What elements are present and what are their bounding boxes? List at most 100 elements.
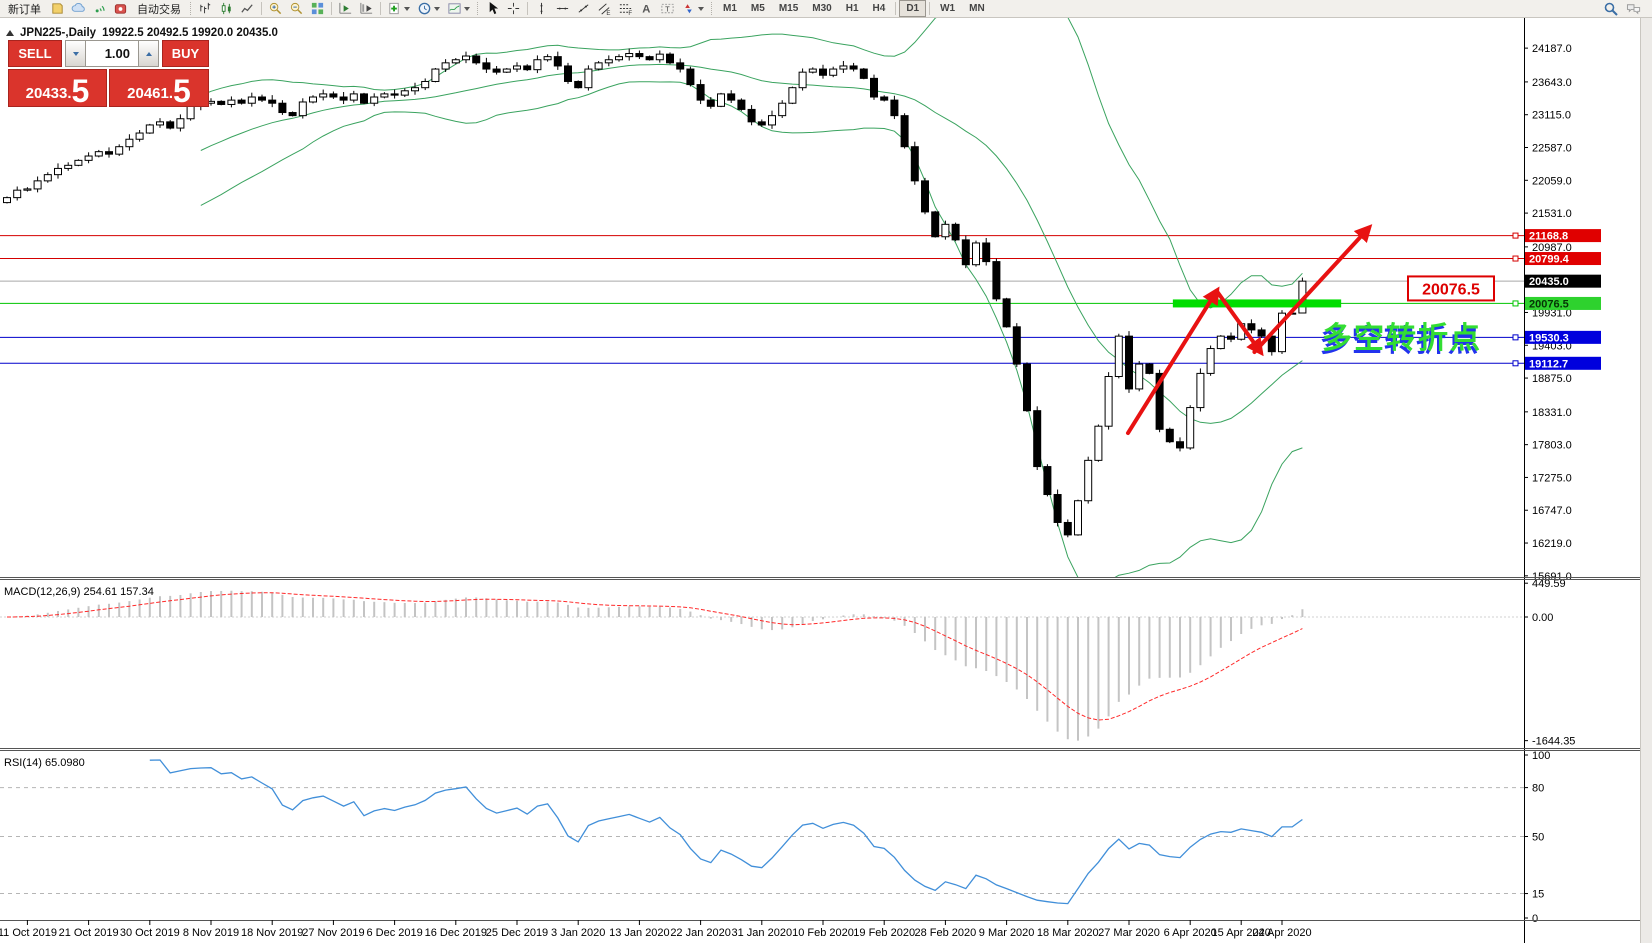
toolbar-drag-handle[interactable] (711, 2, 713, 15)
date-label: 11 Oct 2019 (0, 927, 57, 939)
search-icon[interactable] (1600, 0, 1622, 17)
timeframe-mn[interactable]: MN (969, 3, 985, 14)
new-order-label: 新订单 (8, 3, 41, 16)
candlestick-chart-icon[interactable] (216, 0, 237, 17)
trendline-icon[interactable] (573, 0, 594, 17)
zoom-out-icon[interactable] (286, 0, 307, 17)
timeframe-m15[interactable]: M15 (778, 3, 799, 14)
date-label: 21 Oct 2019 (59, 927, 119, 939)
date-label: 9 Mar 2020 (979, 927, 1035, 939)
svg-text:19931.0: 19931.0 (1532, 307, 1572, 319)
crosshair-icon[interactable] (503, 0, 524, 17)
autotrading-button[interactable]: 自动交易 (131, 0, 187, 17)
buy-price-main: 20461 (127, 85, 169, 102)
timeframes-clock-icon[interactable] (414, 0, 444, 17)
buy-price[interactable]: 20461. 5 (109, 69, 209, 107)
text-icon[interactable]: A (636, 0, 657, 17)
sell-price-dot: . (67, 85, 72, 102)
svg-text:0: 0 (1532, 913, 1538, 925)
chart-shift-icon[interactable] (356, 0, 377, 17)
date-label: 16 Dec 2019 (425, 927, 487, 939)
signals-icon[interactable] (89, 0, 110, 17)
svg-text:0.00: 0.00 (1532, 612, 1553, 624)
toolbar-drag-handle[interactable] (190, 2, 192, 15)
horizontal-line-icon[interactable] (552, 0, 573, 17)
date-label: 22 Jan 2020 (670, 927, 731, 939)
chevron-up-icon (145, 49, 152, 56)
one-click-panel-toggle-icon[interactable] (6, 30, 14, 36)
autotrading-icon[interactable] (110, 0, 131, 17)
date-label: 6 Apr 2020 (1164, 927, 1217, 939)
svg-text:16219.0: 16219.0 (1532, 538, 1572, 550)
price-box-annotation[interactable]: 20076.5 (1407, 275, 1495, 302)
date-label: 18 Mar 2020 (1037, 927, 1099, 939)
price-tag-label: 20076.5 (1529, 298, 1569, 310)
svg-text:80: 80 (1532, 783, 1544, 795)
volume-input[interactable]: 1.00 (86, 40, 138, 67)
charts-icon[interactable] (47, 0, 68, 17)
volume-decrease-button[interactable] (65, 40, 86, 67)
zoom-in-icon[interactable] (265, 0, 286, 17)
toolbar-drag-handle[interactable] (477, 2, 479, 15)
sell-price[interactable]: 20433. 5 (8, 69, 107, 107)
timeframe-m5[interactable]: M5 (750, 3, 765, 14)
chart-workspace: 多空转折点 多空转折点 20076.5 24187.0 23643.0 23115.0 22… (0, 18, 1652, 943)
bar-chart-icon[interactable] (195, 0, 216, 17)
date-label: 10 Feb 2020 (792, 927, 854, 939)
cursor-icon[interactable] (482, 0, 503, 17)
timeframe-w1[interactable]: W1 (940, 3, 956, 14)
buy-button[interactable]: BUY (162, 40, 209, 67)
timeframe-m30[interactable]: M30 (812, 3, 832, 14)
price-tag (1525, 252, 1601, 266)
volume-stepper: 1.00 (65, 40, 159, 67)
price-tag-label: 19112.7 (1529, 358, 1568, 370)
line-chart-icon[interactable] (237, 0, 258, 17)
highlight-bar[interactable] (1172, 299, 1342, 308)
equidistant-channel-icon[interactable]: E (594, 0, 615, 17)
vertical-line-icon[interactable] (531, 0, 552, 17)
timeframe-h4[interactable]: H4 (872, 3, 886, 14)
date-label: 30 Oct 2019 (120, 927, 180, 939)
toolbar-separator (261, 2, 262, 15)
timeframe-d1[interactable]: D1 (899, 0, 927, 17)
arrows-icon[interactable] (678, 0, 708, 17)
timeframe-h1[interactable]: H1 (845, 3, 859, 14)
add-indicator-icon[interactable] (384, 0, 414, 17)
timeframe-m1[interactable]: M1 (723, 3, 737, 14)
date-label: 13 Jan 2020 (609, 927, 670, 939)
fibonacci-icon[interactable]: F (615, 0, 636, 17)
new-order-button[interactable]: 新订单 (2, 0, 47, 17)
svg-text:100: 100 (1532, 750, 1550, 762)
price-axis[interactable]: 24187.0 23643.0 23115.0 22587.0 22059.0 21531… (1524, 18, 1601, 943)
mql5-community-icon[interactable] (68, 0, 89, 17)
svg-text:T: T (665, 4, 670, 13)
chat-icon[interactable] (1622, 0, 1646, 17)
svg-text:22587.0: 22587.0 (1532, 143, 1572, 155)
date-label: 3 Jan 2020 (551, 927, 605, 939)
svg-text:16747.0: 16747.0 (1532, 505, 1572, 517)
sell-button[interactable]: SELL (8, 40, 62, 67)
toolbar-separator (527, 2, 528, 15)
volume-increase-button[interactable] (138, 40, 159, 67)
text-label-icon[interactable]: T (657, 0, 678, 17)
trend-arrows[interactable] (1125, 224, 1373, 436)
sell-price-pip: 5 (71, 72, 90, 109)
chart-ohlc-values: 19922.5 20492.5 19920.0 20435.0 (102, 27, 278, 39)
rsi-label: RSI(14) 65.0980 (4, 757, 85, 769)
window-right-strip (1641, 18, 1652, 943)
price-tag-label: 20799.4 (1529, 254, 1570, 266)
toolbar-separator (895, 2, 897, 15)
svg-text:20987.0: 20987.0 (1532, 242, 1572, 254)
svg-text:-1644.35: -1644.35 (1532, 736, 1575, 748)
svg-text:449.59: 449.59 (1532, 578, 1566, 590)
chevron-down-icon (464, 7, 470, 14)
templates-icon[interactable] (444, 0, 474, 17)
date-label: 25 Dec 2019 (486, 927, 548, 939)
auto-scroll-icon[interactable] (335, 0, 356, 17)
tile-windows-icon[interactable] (307, 0, 328, 17)
svg-text:多空转折点: 多空转折点 (1320, 325, 1480, 358)
time-axis[interactable]: 11 Oct 2019 21 Oct 2019 30 Oct 2019 8 Nov 2… (0, 920, 1312, 939)
